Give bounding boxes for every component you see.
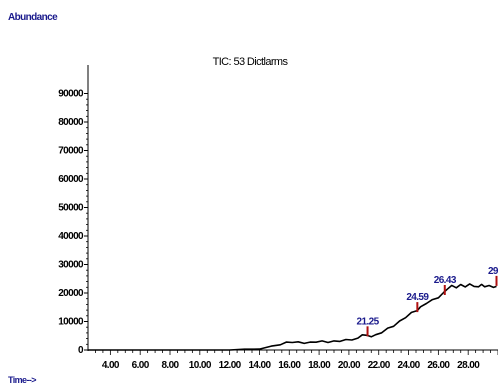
peak-label: 26.43 xyxy=(434,275,457,286)
x-tick-label: 12.00 xyxy=(219,360,242,371)
x-tick-label: 4.00 xyxy=(102,360,120,371)
y-tick-label: 10000 xyxy=(58,317,84,328)
y-tick-label: 40000 xyxy=(58,231,84,242)
peak-label: 24.59 xyxy=(406,292,429,303)
y-tick-label: 90000 xyxy=(58,89,84,100)
y-tick-label: 0 xyxy=(78,345,84,356)
y-tick-label: 30000 xyxy=(58,260,84,271)
x-tick-label: 26.00 xyxy=(427,360,450,371)
y-tick-label: 70000 xyxy=(58,146,84,157)
x-tick-label: 24.00 xyxy=(398,360,421,371)
peak-label: 29.9 xyxy=(488,266,498,277)
x-tick-label: 22.00 xyxy=(368,360,391,371)
y-tick-label: 20000 xyxy=(58,288,84,299)
y-tick-label: 80000 xyxy=(58,117,84,128)
peak-label: 21.25 xyxy=(357,316,380,327)
y-axis: 90000 80000 70000 60000 50000 40000 30000 20000… xyxy=(58,65,89,356)
x-axis: 4.00 6.00 8.00 10.00 12.00 14.00 16.00 18.00 20.… xyxy=(88,349,498,371)
tic-trace xyxy=(88,283,497,351)
x-tick-label: 16.00 xyxy=(278,360,301,371)
y-tick-label: 50000 xyxy=(58,203,84,214)
x-tick-label: 10.00 xyxy=(189,360,212,371)
x-tick-label: 8.00 xyxy=(161,360,179,371)
x-tick-label: 6.00 xyxy=(132,360,150,371)
plot-area xyxy=(88,283,497,351)
x-tick-label: 20.00 xyxy=(338,360,361,371)
y-axis-label: Abundance xyxy=(8,12,58,23)
x-tick-label: 28.00 xyxy=(457,360,480,371)
x-axis-label: Time--> xyxy=(8,375,36,385)
chart-title: TIC: 53 Dictlarms xyxy=(213,56,289,68)
y-tick-label: 60000 xyxy=(58,174,84,185)
peak-labels: 21.25 24.59 26.43 29.9 xyxy=(357,266,498,337)
x-tick-label: 18.00 xyxy=(308,360,331,371)
x-tick-label: 14.00 xyxy=(248,360,271,371)
